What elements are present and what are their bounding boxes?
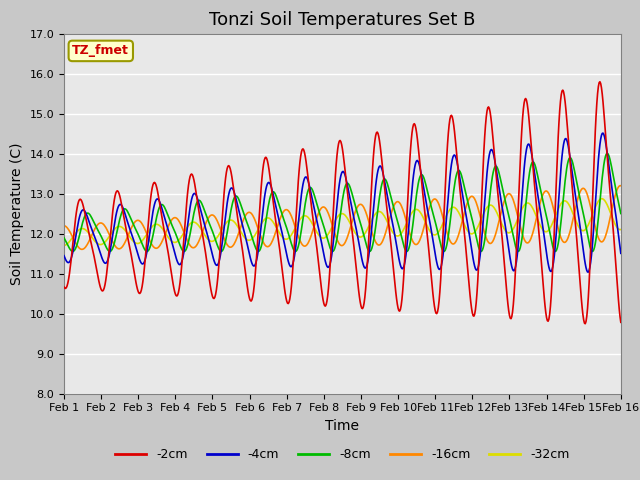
- Legend: -2cm, -4cm, -8cm, -16cm, -32cm: -2cm, -4cm, -8cm, -16cm, -32cm: [110, 443, 575, 466]
- X-axis label: Time: Time: [325, 419, 360, 433]
- Title: Tonzi Soil Temperatures Set B: Tonzi Soil Temperatures Set B: [209, 11, 476, 29]
- Text: TZ_fmet: TZ_fmet: [72, 44, 129, 58]
- Y-axis label: Soil Temperature (C): Soil Temperature (C): [10, 143, 24, 285]
